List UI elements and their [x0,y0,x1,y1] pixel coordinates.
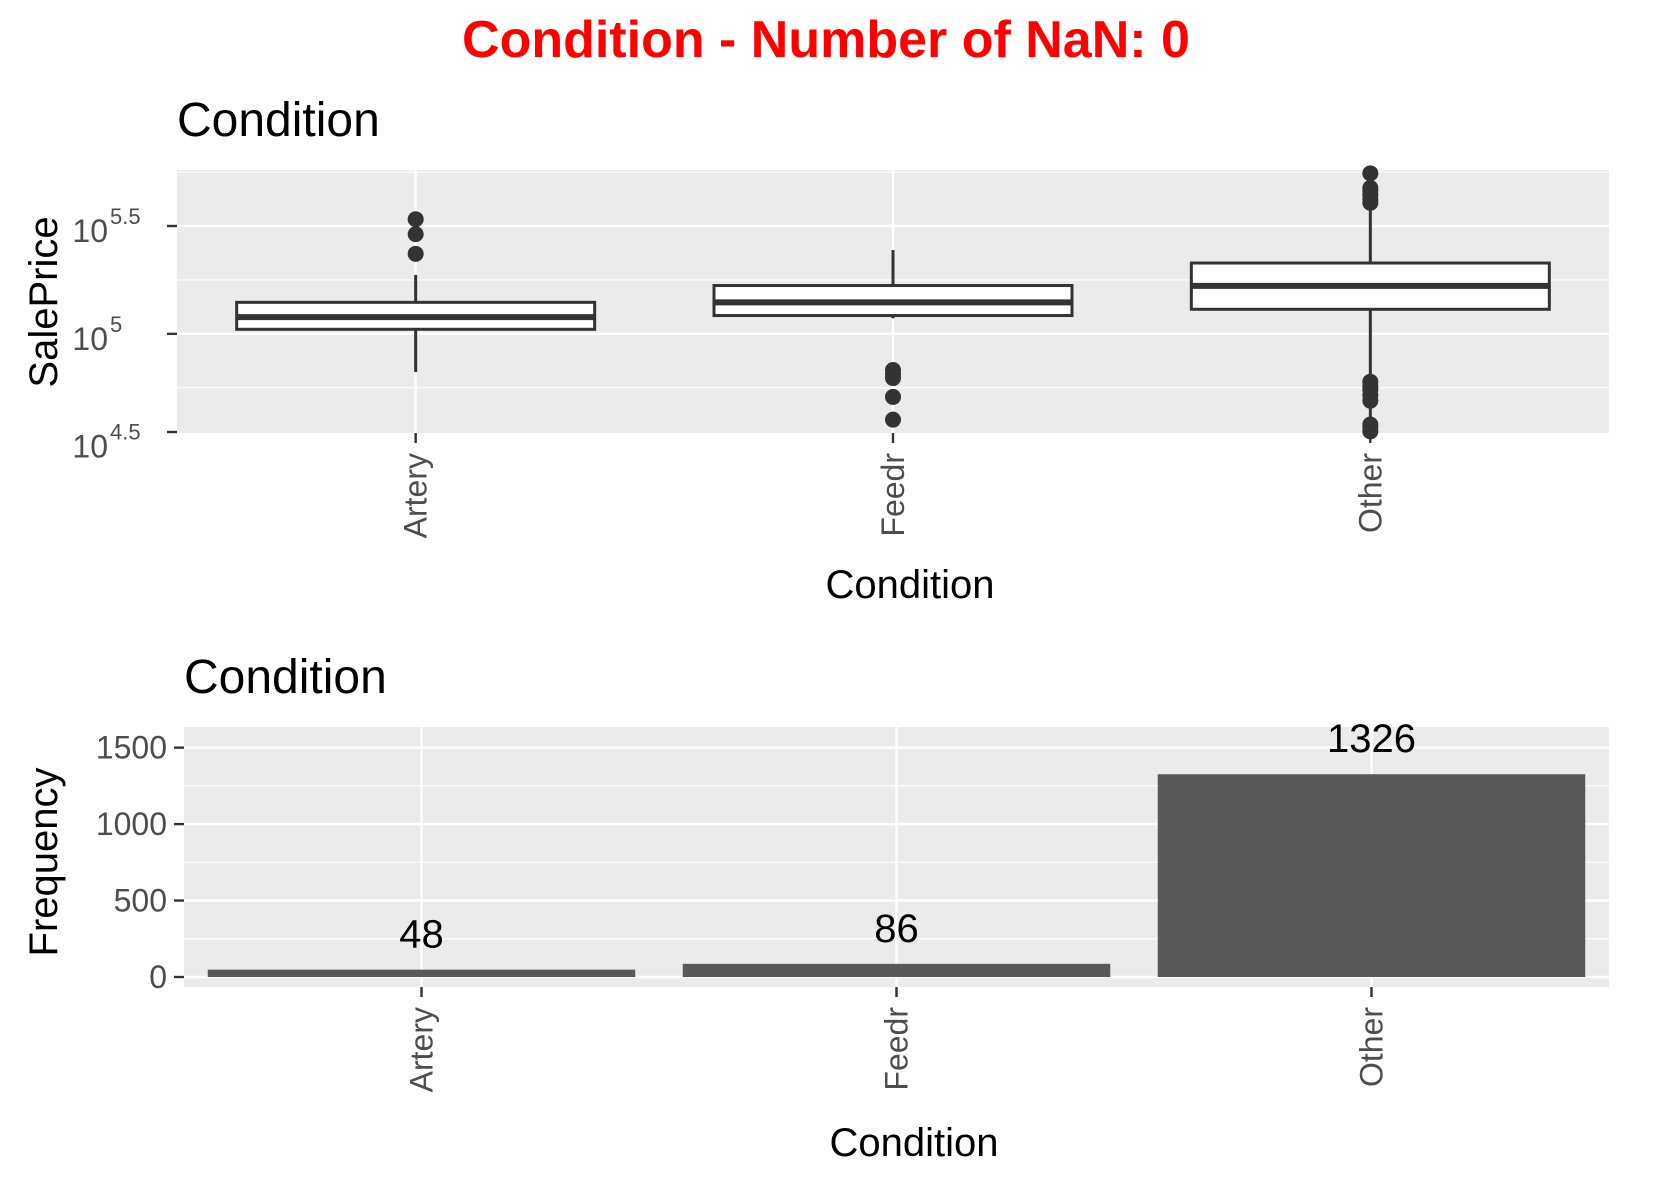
boxplot-outlier-point [1362,165,1379,182]
barchart-y-tick-label: 500 [114,883,167,919]
boxplot-outlier-point [407,226,424,243]
boxplot-x-tick-label-feedr: Feedr [875,453,911,537]
boxplot-x-tick-label-artery: Artery [398,453,434,538]
barchart-x-tick-label-other: Other [1354,1007,1390,1087]
barchart-data-label-other: 1326 [1327,717,1416,761]
boxplot-outlier-point [885,361,901,378]
boxplot-y-tick-labels: 10 4.510 510 5.5 [72,204,177,465]
boxplot-outlier-point [885,388,901,405]
boxplot-y-tick-label: 10 [72,321,108,357]
barchart-y-axis-title: Frequency [22,768,66,957]
barchart-x-ticks: Artery Feedr Other [404,987,1390,1092]
boxplot-outlier-point [407,211,424,228]
boxplot-y-tick-exponent: 4.5 [110,420,141,445]
boxplot-box-artery [235,211,597,373]
boxplot-outlier-point [1362,392,1379,409]
barchart-data-label-artery: 48 [399,913,444,957]
boxplot-y-tick-label: 10 [72,429,108,465]
barchart-data-label-feedr: 86 [874,907,919,951]
boxplot-box-other [1189,165,1551,440]
boxplot-y-tick-label: 10 [72,213,108,249]
barchart-y-tick-labels: 0 500 1000 1500 [96,730,184,995]
boxplot-box-feedr [712,250,1074,428]
boxplot-panel: Condition 10 4.510 510 5.5 Artery Feedr Other… [22,94,1609,607]
boxplot-title: Condition [177,94,380,147]
barchart-x-tick-label-artery: Artery [404,1007,440,1092]
boxplot-x-axis-title: Condition [825,563,994,607]
barchart-marks: 48 86 1326 [207,717,1586,977]
boxplot-x-ticks: Artery Feedr Other [398,433,1388,538]
barchart-x-tick-label-feedr: Feedr [879,1007,915,1091]
boxplot-outlier-point [1362,423,1379,440]
boxplot-x-tick-label-other: Other [1352,453,1388,533]
barchart-title: Condition [184,651,387,704]
barchart-bar-feedr [682,963,1111,977]
boxplot-y-tick-exponent: 5.5 [110,204,141,229]
boxplot-y-tick-exponent: 5 [110,312,122,337]
barchart-y-tick-label: 1000 [96,806,167,842]
boxplot-marks [235,165,1551,440]
barchart-x-axis-title: Condition [829,1121,998,1165]
boxplot-outlier-point [1362,194,1379,211]
boxplot-outlier-point [885,411,901,428]
barchart-bar-artery [207,969,636,977]
figure-suptitle: Condition - Number of NaN: 0 [462,11,1190,69]
boxplot-y-axis-title: SalePrice [22,216,66,387]
barchart-bar-other [1157,774,1586,977]
barchart-y-tick-label: 1500 [96,730,167,766]
barchart-y-tick-label: 0 [149,959,167,995]
boxplot-outlier-point [407,245,424,262]
